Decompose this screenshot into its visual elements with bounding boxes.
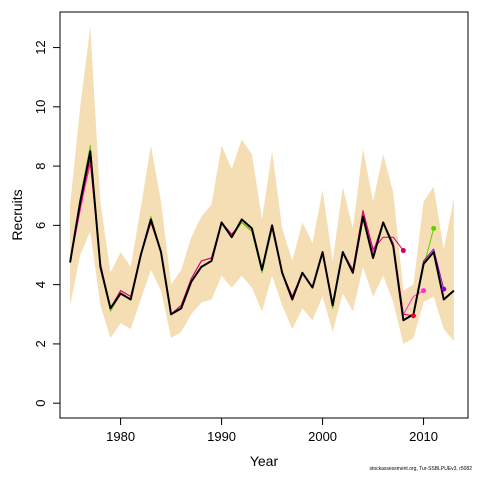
- y-tick-label: 10: [33, 100, 48, 114]
- series-endpoint: [400, 248, 406, 254]
- y-axis: 0 2 4 6 8 10 12: [33, 40, 60, 407]
- y-axis-label: Recruits: [9, 189, 25, 240]
- confidence-band-layer: [70, 26, 454, 344]
- x-tick-label: 1980: [106, 429, 135, 444]
- series-endpoint: [421, 288, 427, 294]
- series-endpoint: [410, 313, 416, 319]
- x-tick-label: 2000: [308, 429, 337, 444]
- y-tick-label: 0: [33, 400, 48, 407]
- x-tick-label: 2010: [409, 429, 438, 444]
- y-tick-label: 12: [33, 40, 48, 54]
- y-tick-label: 8: [33, 162, 48, 169]
- confidence-band: [70, 26, 454, 344]
- y-tick-label: 2: [33, 340, 48, 347]
- x-tick-label: 1990: [207, 429, 236, 444]
- x-axis: 1980 1990 2000 2010: [106, 418, 438, 444]
- footer-credit: stockassessment.org, Tur-SSBLPUEv3, r508…: [369, 466, 472, 472]
- x-axis-label: Year: [250, 453, 279, 469]
- series-endpoint: [441, 286, 447, 292]
- endpoint-layer: [400, 225, 447, 319]
- y-tick-label: 6: [33, 222, 48, 229]
- series-endpoint: [431, 225, 437, 231]
- y-tick-label: 4: [33, 281, 48, 288]
- plot-frame: [59, 11, 469, 419]
- series-layer: [69, 144, 455, 322]
- series-line: [69, 150, 455, 322]
